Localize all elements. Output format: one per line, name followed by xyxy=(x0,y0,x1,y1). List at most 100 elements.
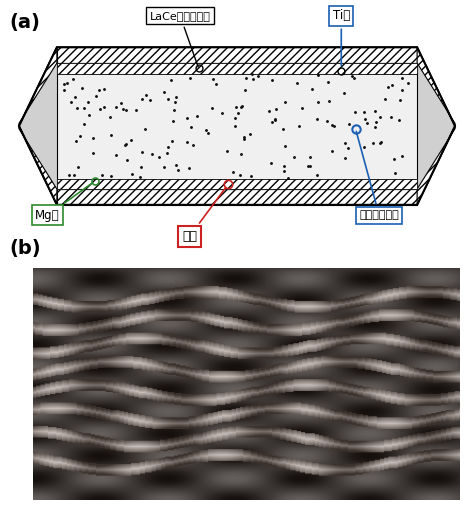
Point xyxy=(164,143,172,151)
Point xyxy=(65,171,73,179)
Point xyxy=(208,104,215,112)
Point xyxy=(265,107,273,115)
Point xyxy=(218,109,225,117)
Point xyxy=(119,105,127,113)
Point xyxy=(377,138,384,146)
Point xyxy=(306,162,313,170)
Point xyxy=(164,148,171,157)
Point xyxy=(381,95,389,103)
Point xyxy=(70,171,77,179)
Point xyxy=(280,125,287,133)
Point xyxy=(273,105,280,113)
Point xyxy=(295,122,303,130)
Point xyxy=(325,97,333,106)
Point xyxy=(313,115,321,123)
Point xyxy=(360,143,367,152)
Point xyxy=(398,86,405,94)
Point xyxy=(293,79,301,87)
Point xyxy=(284,174,292,182)
Point xyxy=(392,169,399,177)
Point xyxy=(187,123,194,131)
Point xyxy=(168,137,176,145)
Point xyxy=(395,116,403,124)
Point xyxy=(238,102,246,110)
Point xyxy=(404,79,411,87)
Point xyxy=(74,163,82,171)
Point xyxy=(183,138,191,146)
Point xyxy=(384,83,392,91)
Point xyxy=(85,111,92,119)
Point xyxy=(344,144,351,152)
Point xyxy=(158,67,165,75)
Point xyxy=(231,114,239,122)
Point xyxy=(304,162,312,170)
Point xyxy=(210,75,217,83)
Point xyxy=(67,97,74,106)
Point xyxy=(67,97,74,106)
Point xyxy=(372,123,379,131)
Point xyxy=(84,66,91,74)
Point xyxy=(330,122,337,130)
Point xyxy=(313,115,321,123)
Point xyxy=(306,162,313,170)
Point xyxy=(250,75,257,83)
Point xyxy=(280,162,288,170)
Point xyxy=(247,172,255,180)
Point xyxy=(231,114,239,122)
Point xyxy=(114,178,122,186)
Point xyxy=(345,120,352,128)
Point xyxy=(290,153,298,161)
Point xyxy=(389,81,396,89)
Point xyxy=(293,79,301,87)
Point xyxy=(171,98,179,107)
Text: 芯料：钙钡粉: 芯料：钙钡粉 xyxy=(356,131,399,220)
Point xyxy=(381,95,389,103)
Point xyxy=(142,91,149,99)
Polygon shape xyxy=(57,63,417,189)
Point xyxy=(118,99,125,107)
Point xyxy=(271,116,279,124)
Point xyxy=(387,113,395,121)
Point xyxy=(156,181,164,189)
Point xyxy=(69,75,76,83)
Point xyxy=(208,104,215,112)
Point xyxy=(348,72,356,80)
Point xyxy=(280,167,288,175)
Point xyxy=(325,78,332,86)
Polygon shape xyxy=(57,189,417,205)
Point xyxy=(360,143,367,152)
Point xyxy=(76,132,83,140)
Point xyxy=(167,76,174,84)
Point xyxy=(344,144,351,152)
Point xyxy=(176,66,184,74)
Point xyxy=(231,122,238,130)
Point xyxy=(107,172,114,180)
Point xyxy=(273,105,280,113)
Point xyxy=(250,75,257,83)
Point xyxy=(74,163,82,171)
Point xyxy=(169,117,177,125)
Point xyxy=(160,88,168,96)
Point xyxy=(64,79,71,87)
Point xyxy=(351,108,358,116)
Point xyxy=(236,171,244,179)
Point xyxy=(106,113,114,121)
Point xyxy=(313,171,321,179)
Point xyxy=(267,159,275,167)
Point xyxy=(76,132,83,140)
Point xyxy=(300,179,308,187)
Point xyxy=(369,139,377,147)
Point xyxy=(238,102,246,110)
Point xyxy=(229,168,237,176)
Point xyxy=(107,172,114,180)
Point xyxy=(204,129,212,137)
Point xyxy=(123,106,130,114)
Text: (b): (b) xyxy=(9,238,41,258)
Point xyxy=(193,112,201,120)
Point xyxy=(146,96,154,104)
Point xyxy=(127,179,134,187)
Point xyxy=(99,171,106,179)
Point xyxy=(70,171,77,179)
Point xyxy=(96,106,104,114)
Polygon shape xyxy=(417,47,455,126)
